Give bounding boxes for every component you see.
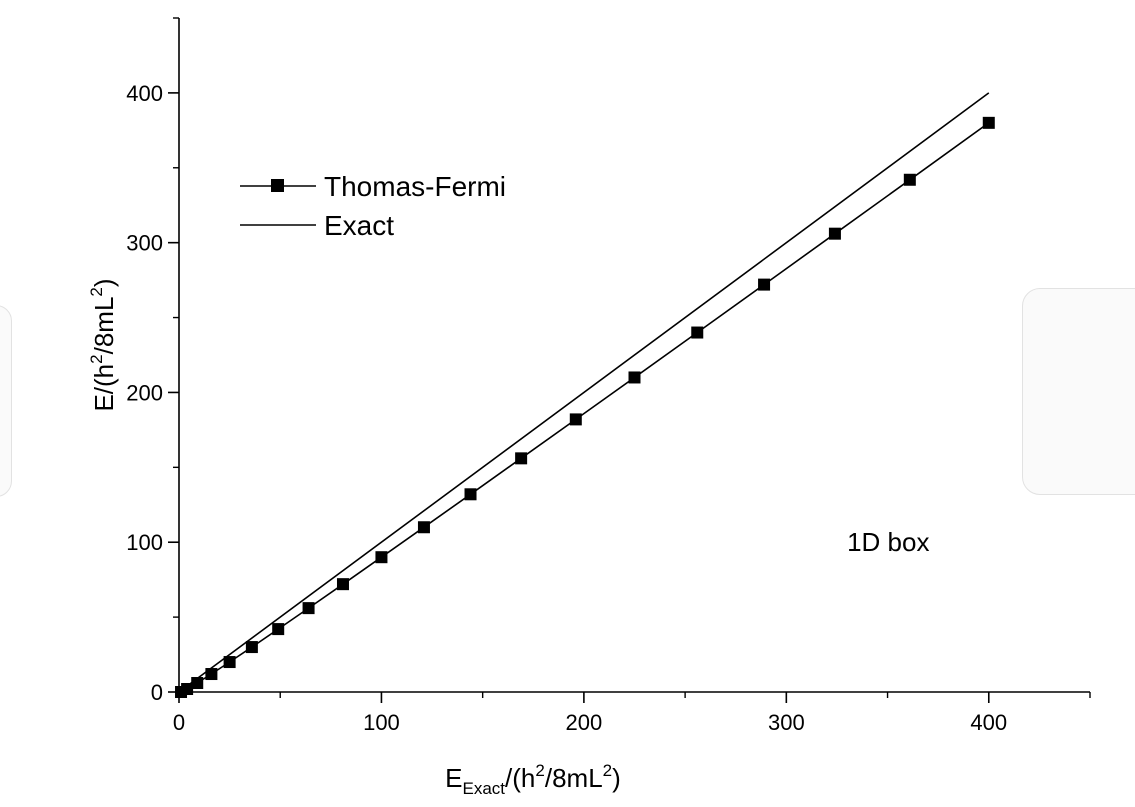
x-tick-label: 400 <box>970 710 1007 735</box>
annotation-label: 1D box <box>847 527 929 557</box>
data-point-thomas-fermi <box>569 413 582 426</box>
y-tick-label: 200 <box>126 380 163 405</box>
legend-marker-thomas-fermi <box>271 179 284 192</box>
data-point-thomas-fermi <box>417 521 430 534</box>
data-point-thomas-fermi <box>982 116 995 129</box>
x-tick-label: 300 <box>768 710 805 735</box>
data-point-thomas-fermi <box>903 173 916 186</box>
plot-area: 0 100 200 300 400 0 100 200 300 400 1D box <box>126 17 1091 735</box>
data-point-thomas-fermi <box>375 551 388 564</box>
y-axis-title: E/(h2/8mL2) <box>87 278 119 411</box>
series-line-thomas-fermi <box>180 122 990 693</box>
data-point-thomas-fermi <box>515 452 528 465</box>
legend-label-exact: Exact <box>324 210 394 241</box>
x-tick-label: 100 <box>363 710 400 735</box>
data-point-thomas-fermi <box>245 641 258 654</box>
data-point-thomas-fermi <box>205 668 218 681</box>
legend-label-thomas-fermi: Thomas-Fermi <box>324 171 506 202</box>
data-point-thomas-fermi <box>691 326 704 339</box>
data-point-thomas-fermi <box>272 623 285 636</box>
y-tick-label: 400 <box>126 81 163 106</box>
data-point-thomas-fermi <box>302 602 315 615</box>
x-axis-title: EExact/(h2/8mL2) <box>445 761 621 798</box>
data-point-thomas-fermi <box>758 278 771 291</box>
x-tick-label: 200 <box>566 710 603 735</box>
data-point-thomas-fermi <box>336 578 349 591</box>
data-point-thomas-fermi <box>628 371 641 384</box>
data-point-thomas-fermi <box>464 488 477 501</box>
data-point-thomas-fermi <box>223 656 236 669</box>
data-point-thomas-fermi <box>181 683 194 696</box>
y-tick-label: 100 <box>126 530 163 555</box>
background-decoration-right <box>1022 288 1135 495</box>
y-tick-label: 0 <box>151 680 163 705</box>
data-point-thomas-fermi <box>828 227 841 240</box>
series-line-exact <box>180 92 990 692</box>
x-tick-label: 0 <box>173 710 185 735</box>
y-tick-label: 300 <box>126 231 163 256</box>
legend: Thomas-Fermi Exact <box>240 171 506 241</box>
